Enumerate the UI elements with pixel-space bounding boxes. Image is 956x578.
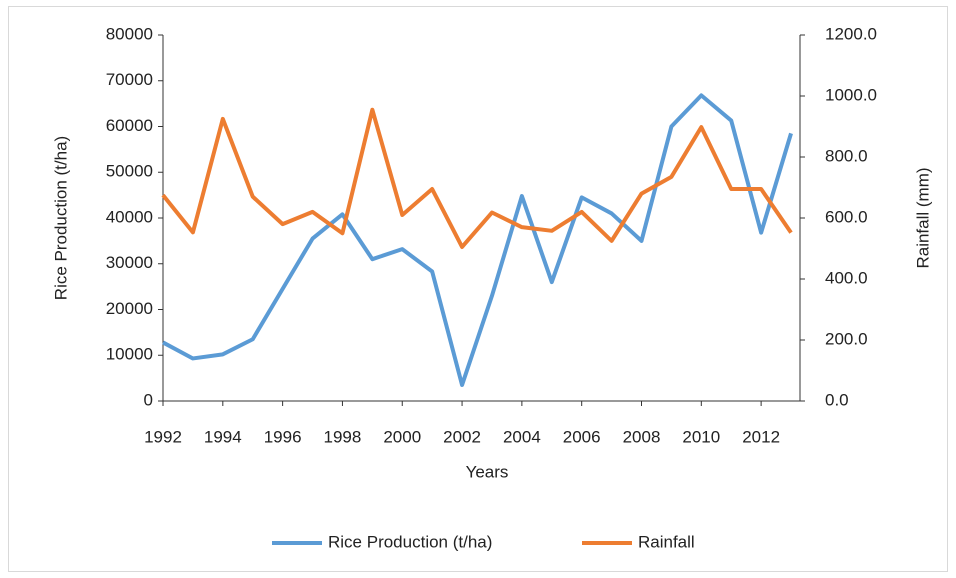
y-tick-label: 10000	[106, 345, 153, 364]
series-line	[161, 107, 793, 249]
x-tick-label: 2002	[443, 427, 481, 446]
x-tick-label: 2008	[623, 427, 661, 446]
x-tick-label: 2004	[503, 427, 541, 446]
legend-label: Rice Production (t/ha)	[328, 532, 492, 551]
y-tick-label: 40000	[106, 207, 153, 226]
x-tick-label: 2012	[742, 427, 780, 446]
y-axis-title: Rice Production (t/ha)	[51, 136, 70, 300]
x-tick-label: 1998	[324, 427, 362, 446]
y-tick-label: 20000	[106, 299, 153, 318]
y-tick-label: 60000	[106, 116, 153, 135]
x-tick-label: 1992	[144, 427, 182, 446]
y2-tick-label: 800.0	[825, 146, 868, 165]
y-tick-label: 0	[144, 390, 153, 409]
y2-tick-label: 600.0	[825, 207, 868, 226]
y2-axis-title: Rainfall (mm)	[913, 167, 932, 268]
y2-tick-label: 1000.0	[825, 85, 877, 104]
y-tick-label: 70000	[106, 70, 153, 89]
x-tick-label: 2010	[682, 427, 720, 446]
series-line	[162, 93, 793, 387]
x-axis-title: Years	[466, 462, 509, 481]
chart-frame	[8, 6, 948, 572]
y-tick-label: 30000	[106, 253, 153, 272]
x-tick-label: 1996	[264, 427, 302, 446]
x-tick-label: 2000	[383, 427, 421, 446]
y2-tick-label: 0.0	[825, 390, 849, 409]
y2-tick-label: 200.0	[825, 329, 868, 348]
legend-label: Rainfall	[638, 532, 695, 551]
y-tick-label: 80000	[106, 24, 153, 43]
y2-tick-label: 400.0	[825, 268, 868, 287]
y2-tick-label: 1200.0	[825, 24, 877, 43]
x-tick-label: 1994	[204, 427, 242, 446]
y-tick-label: 50000	[106, 162, 153, 181]
x-tick-label: 2006	[563, 427, 601, 446]
